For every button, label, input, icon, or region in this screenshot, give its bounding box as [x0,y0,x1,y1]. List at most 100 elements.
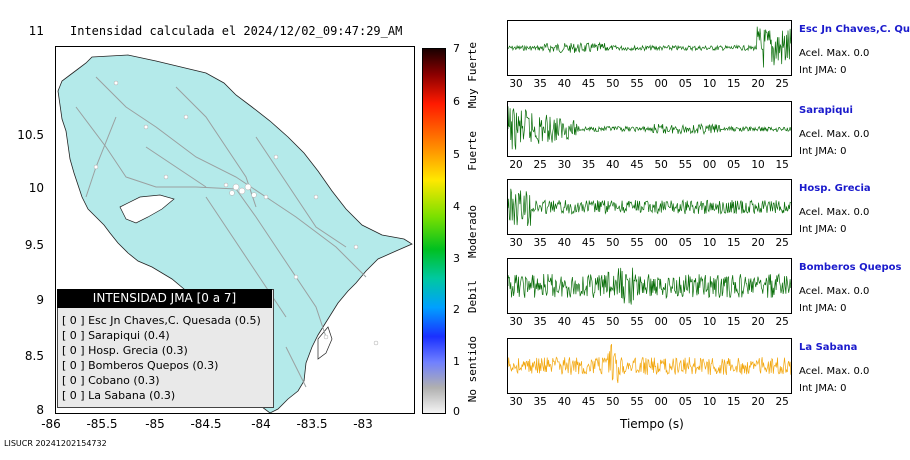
map-xtick: -84 [251,417,271,431]
map-ytick: 8 [36,403,44,417]
trace-tick: 55 [630,316,644,328]
trace-tick: 35 [581,159,596,171]
trace-tick: 55 [630,237,644,249]
trace-tick: 45 [581,237,596,249]
map-ytick: 10 [28,181,44,195]
trace-tick: 05 [727,159,741,171]
station-name: Bomberos Quepos [799,262,902,273]
map-xtick: -83.5 [296,417,328,431]
trace-tick: 15 [727,316,741,328]
waveform-svg [507,188,791,226]
colorbar-tick: 2 [453,303,460,316]
jma-intensity: Int JMA: 0 [799,383,847,394]
trace-tick: 40 [557,396,572,408]
colorbar-gradient [423,49,445,413]
trace-tick: 15 [727,78,741,90]
colorbar-label-no-sentido: No sentido [466,336,479,403]
waveform-line [507,343,792,384]
trace-plot[interactable] [507,101,792,157]
station-name: Sarapiqui [799,105,853,116]
station-name: Esc Jn Chaves,C. Ques [799,24,910,35]
waveform-line [507,188,791,226]
peak-acceleration: Acel. Max. 0.0 [799,129,870,140]
trace-tick: 15 [775,159,789,171]
trace-tick: 30 [557,159,572,171]
city-markers [93,80,379,346]
x-axis-title: Tiempo (s) [620,417,684,431]
colorbar-tick: 1 [453,355,460,368]
legend-item: [ 0 ] Bomberos Quepos (0.3) [62,359,219,372]
trace-tick: 30 [509,316,523,328]
colorbar-tick: 0 [453,405,460,418]
map-xtick: -84.5 [190,417,222,431]
colorbar-label-debil: Debil [466,280,479,314]
trace-plot[interactable] [507,179,792,235]
waveform-svg [507,267,792,305]
trace-tick: 10 [702,237,717,249]
legend-item: [ 0 ] La Sabana (0.3) [62,389,176,402]
trace-tick: 25 [775,316,789,328]
trace-tick: 40 [557,78,572,90]
jma-intensity: Int JMA: 0 [799,65,847,76]
trace-tick: 20 [509,159,523,171]
legend-item: [ 0 ] Sarapiqui (0.4) [62,329,170,342]
waveform-svg [507,106,792,150]
map-ytick: 9 [36,293,44,307]
intensity-legend [57,289,274,408]
map-xtick: -83 [353,417,373,431]
jma-intensity: Int JMA: 0 [799,303,847,314]
trace-plot[interactable] [507,338,792,394]
gulf-of-nicoya [119,194,175,224]
trace-tick: 35 [533,237,547,249]
legend-item: [ 0 ] Cobano (0.3) [62,374,160,387]
trace-tick: 10 [702,78,717,90]
colorbar-tick: 3 [453,252,460,265]
golfo-dulce [317,326,333,360]
trace-tick: 05 [678,78,693,90]
trace-tick: 35 [533,396,547,408]
map-title: Intensidad calculada el 2024/12/02_09:47… [70,24,403,38]
trace-tick: 50 [606,78,620,90]
trace-tick: 20 [751,78,765,90]
peak-acceleration: Acel. Max. 0.0 [799,286,870,297]
trace-tick: 35 [533,316,547,328]
trace-tick: 40 [606,159,620,171]
waveform-svg [507,26,792,68]
colorbar-label-muy-fuerte: Muy Fuerte [466,42,479,109]
trace-tick: 25 [775,78,789,90]
colorbar-tick: 6 [453,95,460,108]
trace-tick: 25 [533,159,547,171]
trace-tick: 00 [654,316,668,328]
trace-plot[interactable] [507,20,792,76]
trace-tick: 55 [630,78,644,90]
trace-tick: 55 [630,396,644,408]
map-xtick: -85.5 [86,417,118,431]
jma-intensity: Int JMA: 0 [799,224,847,235]
trace-tick: 30 [509,396,523,408]
peak-acceleration: Acel. Max. 0.0 [799,48,870,59]
trace-tick: 45 [581,396,596,408]
trace-tick: 15 [727,396,741,408]
costa-rica-map-svg [57,54,413,414]
trace-tick: 00 [654,78,668,90]
colorbar-tick: 5 [453,148,460,161]
waveform-line [507,26,792,68]
colorbar-label-fuerte: Fuerte [466,131,479,171]
trace-tick: 10 [751,159,765,171]
legend-item: [ 0 ] Hosp. Grecia (0.3) [62,344,188,357]
trace-plot[interactable] [507,258,792,314]
trace-tick: 50 [654,159,668,171]
trace-tick: 50 [606,396,620,408]
trace-tick: 00 [654,237,668,249]
trace-tick: 30 [509,237,523,249]
trace-tick: 20 [751,316,765,328]
trace-tick: 10 [702,316,717,328]
colorbar-tick: 4 [453,200,460,213]
trace-tick: 25 [775,237,789,249]
trace-tick: 05 [678,237,693,249]
colorbar-tick: 7 [453,42,460,55]
trace-tick: 50 [606,237,620,249]
trace-tick: 00 [702,159,717,171]
map-ytick: 9.5 [24,238,44,252]
colorbar-label-moderado: Moderado [466,205,479,258]
